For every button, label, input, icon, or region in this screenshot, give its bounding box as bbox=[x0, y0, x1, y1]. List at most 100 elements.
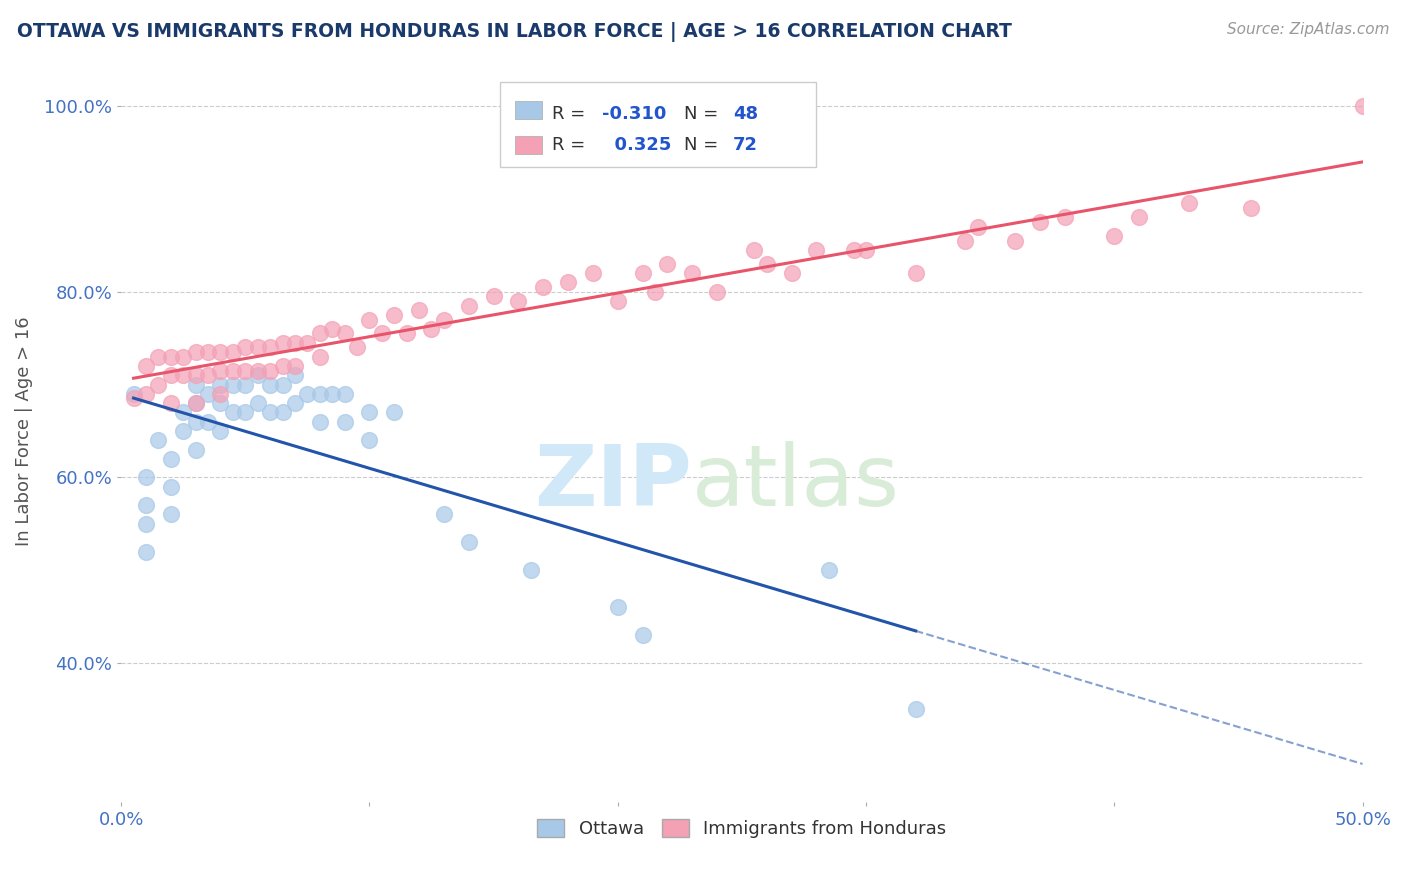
Text: -0.310: -0.310 bbox=[602, 105, 666, 123]
Point bbox=[197, 386, 219, 401]
Point bbox=[644, 285, 666, 299]
Point bbox=[135, 386, 157, 401]
Point bbox=[159, 396, 181, 410]
Point bbox=[382, 405, 405, 419]
Point bbox=[184, 368, 207, 383]
Point bbox=[284, 335, 307, 350]
Point bbox=[209, 386, 232, 401]
Point bbox=[557, 276, 579, 290]
Legend: Ottawa, Immigrants from Honduras: Ottawa, Immigrants from Honduras bbox=[530, 812, 953, 846]
Point bbox=[346, 340, 368, 354]
Point bbox=[159, 368, 181, 383]
Text: N =: N = bbox=[683, 105, 724, 123]
Point bbox=[1240, 201, 1263, 215]
Point bbox=[246, 363, 269, 377]
FancyBboxPatch shape bbox=[515, 101, 541, 119]
Point bbox=[233, 377, 256, 392]
Point bbox=[184, 396, 207, 410]
Point bbox=[395, 326, 418, 341]
Point bbox=[259, 363, 281, 377]
Point bbox=[631, 266, 654, 280]
Point bbox=[284, 396, 307, 410]
Point bbox=[308, 350, 330, 364]
Point bbox=[135, 544, 157, 558]
Point bbox=[222, 345, 245, 359]
Point bbox=[271, 359, 294, 373]
Point bbox=[333, 386, 356, 401]
Point bbox=[197, 368, 219, 383]
Point bbox=[233, 363, 256, 377]
Text: ZIP: ZIP bbox=[534, 442, 692, 524]
Point bbox=[271, 377, 294, 392]
Point bbox=[172, 405, 194, 419]
Point bbox=[966, 219, 988, 234]
Point bbox=[135, 516, 157, 531]
Point bbox=[209, 377, 232, 392]
Point bbox=[197, 415, 219, 429]
Point bbox=[246, 368, 269, 383]
Text: 0.325: 0.325 bbox=[602, 136, 671, 154]
Point bbox=[297, 335, 319, 350]
Point bbox=[1004, 234, 1026, 248]
Point bbox=[321, 386, 343, 401]
Point bbox=[508, 293, 530, 308]
Point bbox=[321, 322, 343, 336]
Point bbox=[184, 377, 207, 392]
Point bbox=[955, 234, 977, 248]
Point bbox=[308, 326, 330, 341]
Point bbox=[1177, 196, 1199, 211]
Point bbox=[172, 350, 194, 364]
Point bbox=[197, 345, 219, 359]
Point bbox=[284, 368, 307, 383]
Point bbox=[382, 308, 405, 322]
Point bbox=[135, 470, 157, 484]
Point bbox=[233, 340, 256, 354]
Point bbox=[209, 363, 232, 377]
Point bbox=[148, 350, 170, 364]
Point bbox=[359, 312, 381, 326]
Point bbox=[333, 415, 356, 429]
Point bbox=[433, 508, 456, 522]
Text: N =: N = bbox=[683, 136, 724, 154]
Point bbox=[657, 257, 679, 271]
Point bbox=[904, 702, 927, 716]
Point bbox=[159, 508, 181, 522]
Point bbox=[681, 266, 703, 280]
Point bbox=[259, 405, 281, 419]
Point bbox=[359, 434, 381, 448]
Point bbox=[209, 424, 232, 438]
Point bbox=[135, 498, 157, 512]
Point bbox=[209, 396, 232, 410]
Point bbox=[482, 289, 505, 303]
Point bbox=[222, 363, 245, 377]
Point bbox=[842, 243, 865, 257]
Point bbox=[780, 266, 803, 280]
Y-axis label: In Labor Force | Age > 16: In Labor Force | Age > 16 bbox=[15, 316, 32, 546]
Point bbox=[135, 359, 157, 373]
Point bbox=[184, 345, 207, 359]
Point bbox=[433, 312, 456, 326]
Point bbox=[1029, 215, 1052, 229]
FancyBboxPatch shape bbox=[515, 136, 541, 154]
Point bbox=[246, 340, 269, 354]
Point bbox=[1104, 229, 1126, 244]
Point bbox=[271, 335, 294, 350]
Point bbox=[209, 345, 232, 359]
Point bbox=[122, 392, 145, 406]
Point bbox=[184, 415, 207, 429]
Point bbox=[284, 359, 307, 373]
Point bbox=[259, 340, 281, 354]
Point bbox=[259, 377, 281, 392]
Point bbox=[1053, 211, 1076, 225]
Point bbox=[148, 434, 170, 448]
Point bbox=[582, 266, 605, 280]
Point bbox=[457, 535, 479, 549]
Point bbox=[706, 285, 728, 299]
Point bbox=[333, 326, 356, 341]
Point bbox=[531, 280, 554, 294]
Point bbox=[371, 326, 394, 341]
Point bbox=[308, 386, 330, 401]
Text: R =: R = bbox=[553, 136, 591, 154]
Point bbox=[233, 405, 256, 419]
Point bbox=[297, 386, 319, 401]
